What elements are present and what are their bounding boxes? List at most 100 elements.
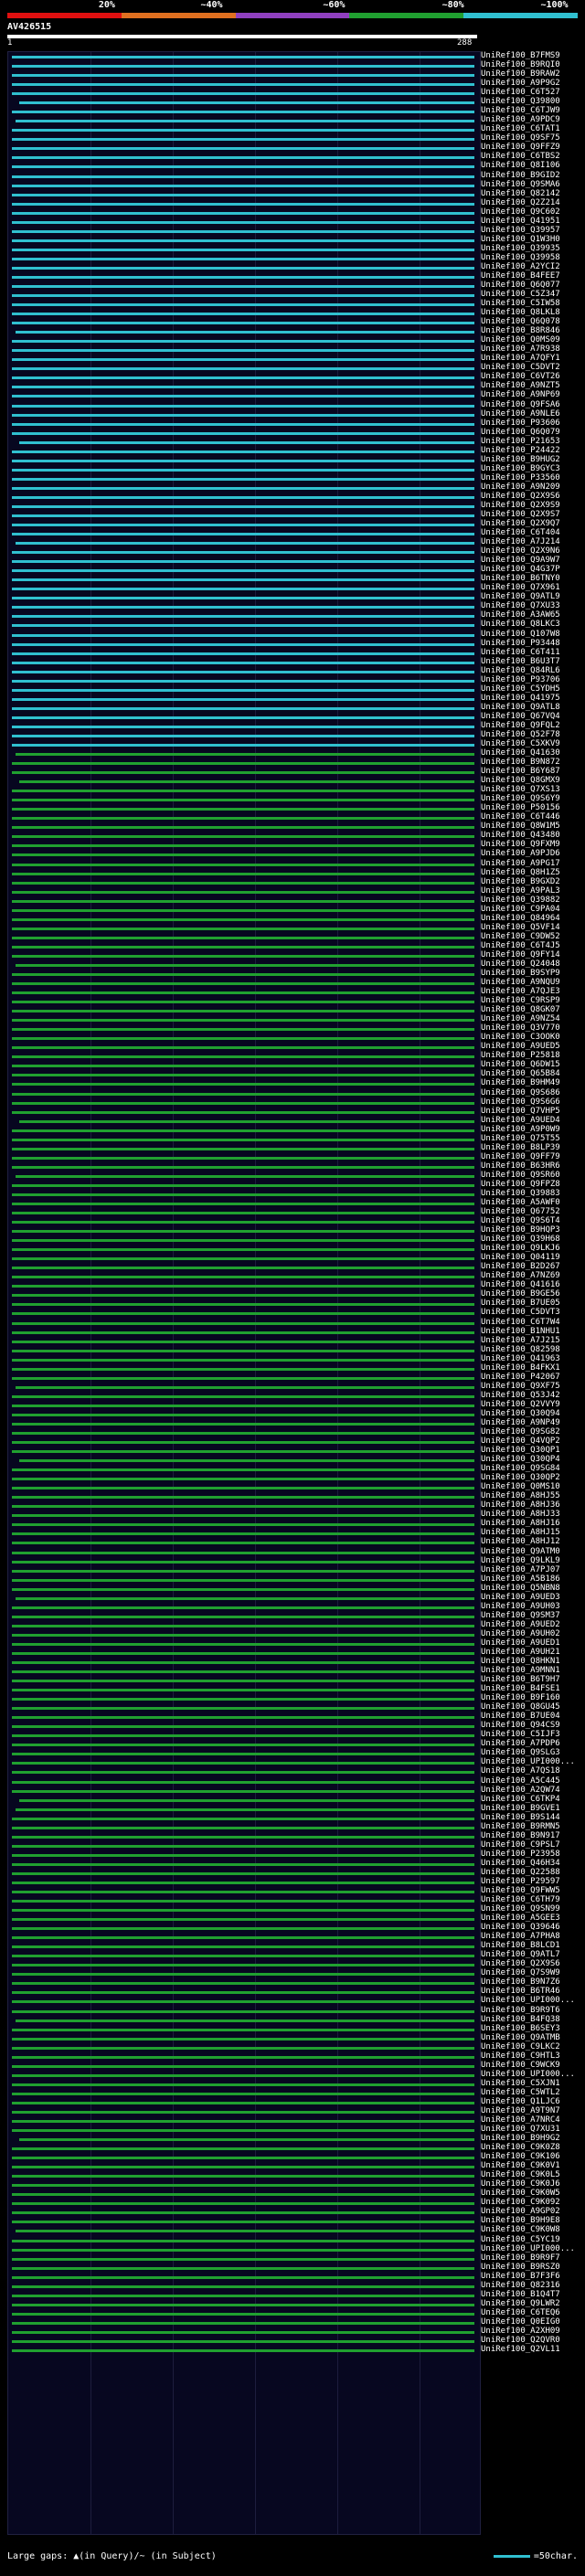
hit-label[interactable]: UniRef100_A9NZT5 [481,381,560,391]
hit-label[interactable]: UniRef100_Q7XS13 [481,785,560,795]
hit-label[interactable]: UniRef100_Q39958 [481,252,560,262]
hit-bar[interactable] [12,1725,474,1729]
hit-label[interactable]: UniRef100_Q67VQ4 [481,711,560,721]
hit-bar[interactable] [12,322,474,325]
hit-label[interactable]: UniRef100_B9R9T6 [481,2005,560,2015]
hit-label[interactable]: UniRef100_Q9FQL2 [481,720,560,730]
hit-label[interactable]: UniRef100_A5GEE3 [481,1913,560,1924]
hit-bar[interactable] [12,1918,474,1922]
hit-label[interactable]: UniRef100_A9NP69 [481,390,560,400]
hit-label[interactable]: UniRef100_C5DVT2 [481,363,560,373]
hit-label[interactable]: UniRef100_Q53J42 [481,1390,560,1400]
hit-bar[interactable] [12,2266,474,2270]
hit-label[interactable]: UniRef100_A7NZ69 [481,1271,560,1281]
hit-bar[interactable] [12,1092,474,1096]
hit-label[interactable]: UniRef100_Q9FY14 [481,949,560,959]
hit-label[interactable]: UniRef100_B9HUG2 [481,454,560,464]
hit-label[interactable]: UniRef100_A2YCI2 [481,261,560,271]
hit-bar[interactable] [12,670,474,673]
hit-label[interactable]: UniRef100_B9H9G2 [481,2134,560,2144]
hit-bar[interactable] [12,1037,474,1041]
hit-bar[interactable] [12,1716,474,1720]
hit-label[interactable]: UniRef100_A9GP02 [481,2207,560,2217]
hit-label[interactable]: UniRef100_B9N917 [481,1830,560,1840]
hit-label[interactable]: UniRef100_Q0MS09 [481,335,560,345]
hit-bar[interactable] [12,468,474,472]
hit-bar[interactable] [12,1221,474,1224]
hit-bar[interactable] [12,578,474,582]
hit-bar[interactable] [12,1303,474,1307]
hit-bar[interactable] [12,74,474,78]
hit-label[interactable]: UniRef100_A8HJ55 [481,1491,560,1501]
hit-label[interactable]: UniRef100_Q9FWW5 [481,1886,560,1895]
hit-bar[interactable] [12,1248,474,1252]
hit-bar[interactable] [12,2239,474,2242]
hit-label[interactable]: UniRef100_Q0MS10 [481,1482,560,1492]
hit-label[interactable]: UniRef100_B9GYC3 [481,463,560,473]
hit-bar[interactable] [12,2046,474,2050]
hit-bar[interactable] [12,1413,474,1416]
hit-bar[interactable] [12,1698,474,1701]
hit-label[interactable]: UniRef100_B9N872 [481,758,560,768]
hit-bar[interactable] [12,597,474,600]
hit-label[interactable]: UniRef100_Q5VF14 [481,922,560,932]
hit-label[interactable]: UniRef100_B9H9E8 [481,2216,560,2226]
hit-label[interactable]: UniRef100_P93606 [481,418,560,428]
hit-label[interactable]: UniRef100_P93448 [481,638,560,648]
hit-bar[interactable] [12,954,474,958]
hit-label[interactable]: UniRef100_Q9ATM0 [481,1546,560,1556]
hit-label[interactable]: UniRef100_B9S144 [481,1812,560,1822]
hit-label[interactable]: UniRef100_Q9LWR2 [481,2298,560,2308]
hit-bar[interactable] [16,963,474,967]
hit-bar[interactable] [12,1514,474,1518]
hit-label[interactable]: UniRef100_Q9S6G6 [481,1097,560,1107]
hit-label[interactable]: UniRef100_C9K092 [481,2198,560,2208]
hit-label[interactable]: UniRef100_B9RSZ0 [481,2262,560,2272]
hit-bar[interactable] [12,1955,474,1958]
hit-bar[interactable] [12,2175,474,2178]
hit-bar[interactable] [12,1276,474,1279]
hit-bar[interactable] [12,1982,474,1986]
hit-bar[interactable] [12,633,474,637]
hit-bar[interactable] [12,450,474,453]
hit-label[interactable]: UniRef100_A7PHA8 [481,1932,560,1942]
hit-label[interactable]: UniRef100_Q9XF75 [481,1381,560,1391]
hit-label[interactable]: UniRef100_C6TEQ6 [481,2307,560,2317]
hit-label[interactable]: UniRef100_C9K0W5 [481,2189,560,2199]
hit-label[interactable]: UniRef100_C6T4J5 [481,940,560,950]
hit-bar[interactable] [12,1633,474,1637]
hit-bar[interactable] [12,1478,474,1481]
hit-label[interactable]: UniRef100_C6T404 [481,528,560,538]
hit-label[interactable]: UniRef100_C5XKV9 [481,739,560,748]
hit-bar[interactable] [12,606,474,610]
hit-bar[interactable] [12,1505,474,1509]
hit-bar[interactable] [12,1340,474,1343]
hit-bar[interactable] [12,982,474,986]
hit-bar[interactable] [12,1560,474,1564]
hit-bar[interactable] [12,771,474,775]
hit-label[interactable]: UniRef100_Q7XU31 [481,2125,560,2135]
hit-label[interactable]: UniRef100_Q8W1M5 [481,822,560,832]
hit-bar[interactable] [12,285,474,288]
hit-label[interactable]: UniRef100_Q9S686 [481,1087,560,1097]
hit-label[interactable]: UniRef100_UPI000... [481,2069,575,2079]
hit-bar[interactable] [12,945,474,949]
hit-bar[interactable] [12,917,474,921]
hit-label[interactable]: UniRef100_A8HJ12 [481,1537,560,1547]
hit-label[interactable]: UniRef100_Q8LKC3 [481,620,560,630]
hit-label[interactable]: UniRef100_C5IW58 [481,299,560,309]
hit-bar[interactable] [12,1129,474,1132]
hit-bar[interactable] [12,1753,474,1756]
hit-label[interactable]: UniRef100_Q30QP4 [481,1455,560,1465]
hit-bar[interactable] [12,1670,474,1674]
hit-bar[interactable] [12,890,474,894]
hit-label[interactable]: UniRef100_A2QW74 [481,1785,560,1795]
hit-bar[interactable] [12,1551,474,1554]
hit-label[interactable]: UniRef100_Q3V770 [481,1023,560,1034]
hit-label[interactable]: UniRef100_C6TJW9 [481,106,560,116]
hit-label[interactable]: UniRef100_Q8LKL8 [481,308,560,318]
hit-bar[interactable] [12,294,474,298]
hit-label[interactable]: UniRef100_B6SEY3 [481,2023,560,2033]
hit-label[interactable]: UniRef100_Q1LJC6 [481,2096,560,2106]
hit-label[interactable]: UniRef100_B6TNY0 [481,574,560,584]
